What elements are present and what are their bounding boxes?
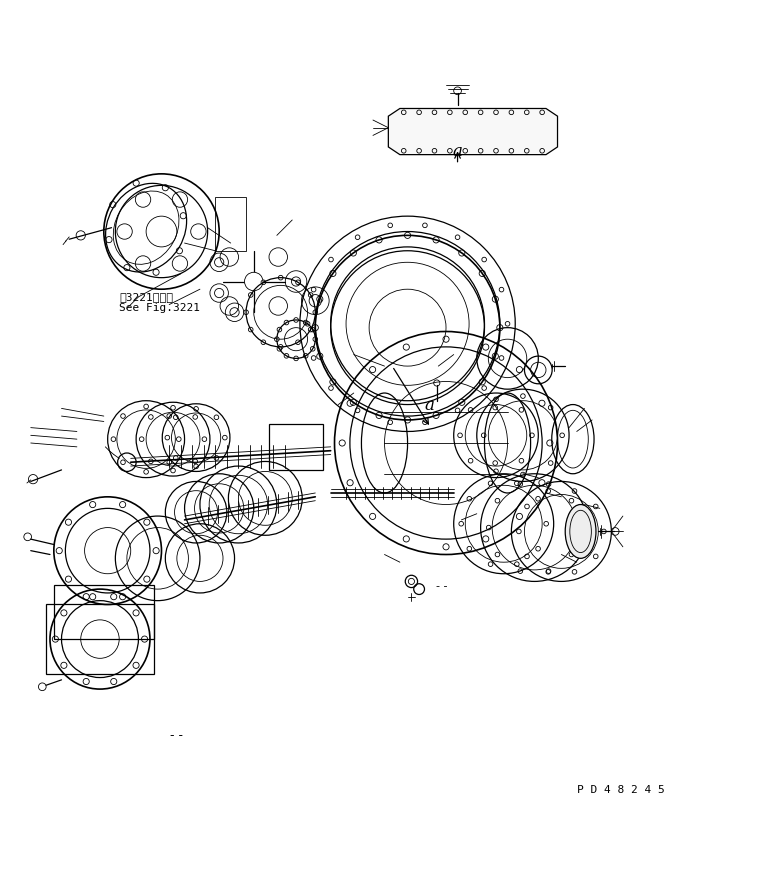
Polygon shape bbox=[388, 108, 558, 155]
Text: P D 4 8 2 4 5: P D 4 8 2 4 5 bbox=[578, 785, 665, 796]
Circle shape bbox=[245, 272, 263, 291]
Text: - -: - - bbox=[171, 729, 183, 742]
Text: a: a bbox=[424, 397, 434, 414]
Text: 第3221図参照: 第3221図参照 bbox=[119, 291, 173, 302]
Text: - -: - - bbox=[437, 581, 448, 591]
Ellipse shape bbox=[565, 504, 596, 558]
Text: See Fig.3221: See Fig.3221 bbox=[119, 303, 200, 314]
Text: a: a bbox=[453, 143, 462, 160]
